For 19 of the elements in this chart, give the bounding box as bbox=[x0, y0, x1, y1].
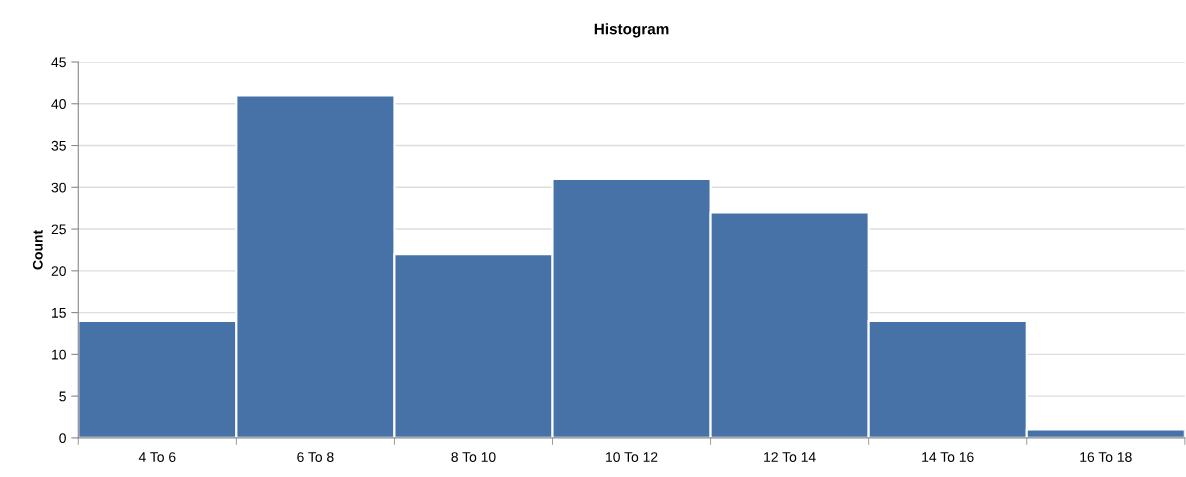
y-tick-label: 35 bbox=[51, 140, 66, 151]
x-tick-label: 10 To 12 bbox=[606, 452, 658, 462]
x-tick-label: 4 To 6 bbox=[138, 452, 176, 462]
x-tick-label: 16 To 18 bbox=[1080, 452, 1132, 462]
x-tick-label: 8 To 10 bbox=[451, 452, 496, 462]
y-tick-label: 10 bbox=[52, 349, 66, 360]
y-tick-label: 5 bbox=[59, 391, 66, 402]
x-tick-label: 14 To 16 bbox=[922, 452, 974, 462]
y-tick-label: 20 bbox=[51, 266, 66, 276]
y-tick-label: 0 bbox=[59, 433, 66, 444]
y-tick-label: 25 bbox=[51, 224, 66, 235]
y-tick-label: 15 bbox=[52, 308, 66, 318]
y-tick-label: 40 bbox=[51, 99, 66, 109]
y-axis-title: Count bbox=[32, 230, 43, 270]
chart-title: Histogram bbox=[594, 23, 669, 38]
x-tick-label: 6 To 8 bbox=[297, 452, 334, 462]
y-tick-label: 30 bbox=[51, 182, 66, 193]
x-tick-label: 12 To 14 bbox=[764, 452, 816, 462]
y-tick-label: 45 bbox=[51, 57, 66, 68]
